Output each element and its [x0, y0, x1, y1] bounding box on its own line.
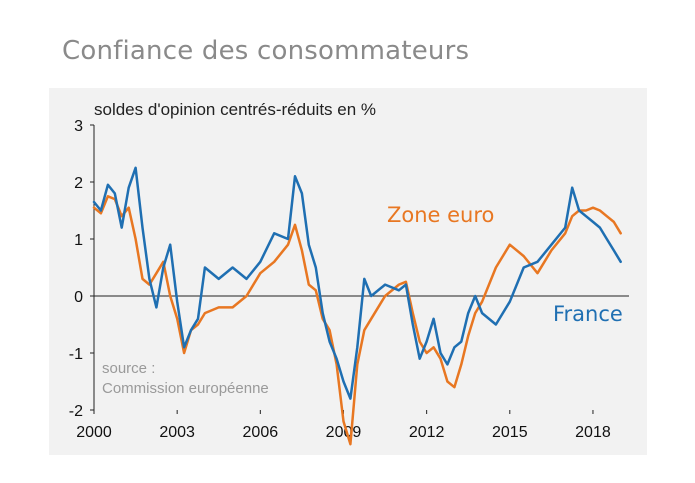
y-tick-label: 2 — [74, 175, 83, 192]
y-tick-label: 1 — [74, 232, 83, 249]
chart-panel: soldes d'opinion centrés-réduits en % -2… — [49, 88, 647, 455]
axes: -2 -1 0 1 2 3 2000 2003 2006 2009 2012 2015 2018 — [69, 118, 629, 441]
x-tick-label: 2009 — [326, 424, 362, 441]
series-line-france — [92, 166, 622, 400]
x-tick-label: 2000 — [76, 424, 112, 441]
series-label-zone-euro: Zone euro — [387, 203, 494, 227]
y-tick-label: -2 — [69, 403, 83, 420]
line-chart: soldes d'opinion centrés-réduits en % -2… — [69, 100, 629, 446]
x-tick-label: 2003 — [159, 424, 195, 441]
x-tick-label: 2006 — [243, 424, 279, 441]
series-line-zone-euro — [92, 195, 622, 446]
y-tick-label: 0 — [74, 289, 83, 306]
series-lines — [92, 166, 622, 446]
source-name: Commission européenne — [102, 380, 269, 397]
chart-subtitle: soldes d'opinion centrés-réduits en % — [94, 100, 376, 119]
source-label: source : — [102, 360, 155, 377]
page-title: Confiance des consommateurs — [62, 36, 470, 66]
x-tick-label: 2015 — [492, 424, 528, 441]
x-tick-label: 2018 — [575, 424, 611, 441]
series-label-france: France — [553, 302, 623, 326]
y-tick-label: -1 — [69, 346, 83, 363]
y-tick-label: 3 — [74, 118, 83, 135]
x-tick-label: 2012 — [409, 424, 445, 441]
